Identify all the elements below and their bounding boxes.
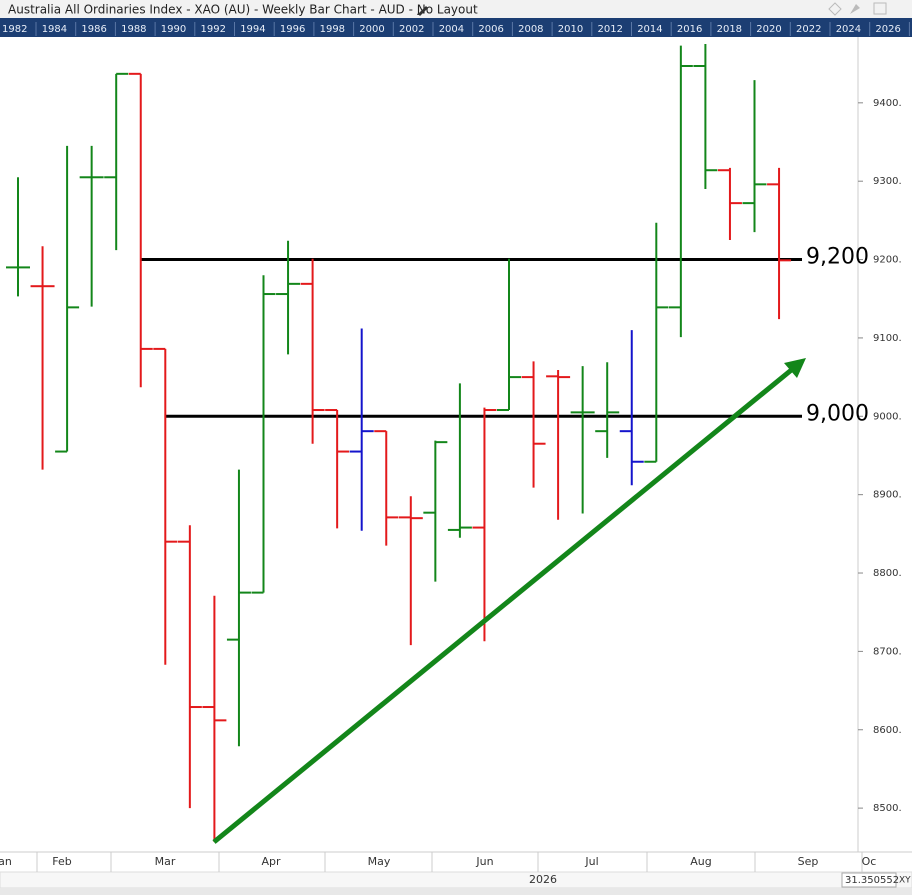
status-mode[interactable]: XY bbox=[899, 876, 911, 886]
y-tick-label: 8500. bbox=[873, 803, 902, 814]
x-tick-label: Sep bbox=[798, 855, 819, 868]
navigator-year: 2008 bbox=[518, 24, 543, 35]
navigator-year: 2018 bbox=[717, 24, 742, 35]
ohlc-bar bbox=[300, 258, 325, 444]
navigator-year: 1986 bbox=[81, 24, 106, 35]
ohlc-bar bbox=[153, 347, 178, 665]
navigator-years: 1982 1984 1986 1988 1990 1992 1994 1996 1998 2000… bbox=[2, 22, 910, 36]
ohlc-bar bbox=[423, 440, 448, 582]
status-value: 31.350552 bbox=[845, 875, 899, 886]
ohlc-bar bbox=[619, 330, 644, 486]
trend-arrow bbox=[212, 365, 797, 844]
x-tick-label: May bbox=[368, 855, 391, 868]
y-tick-label: 9000. bbox=[873, 411, 902, 422]
ohlc-bar bbox=[521, 361, 546, 488]
navigator[interactable] bbox=[0, 18, 912, 37]
navigator-year: 1996 bbox=[280, 24, 305, 35]
ohlc-bar bbox=[546, 370, 571, 520]
ohlc-bar bbox=[717, 167, 742, 240]
ohlc-bar bbox=[349, 328, 374, 531]
navigator-year: 2026 bbox=[875, 24, 900, 35]
ohlc-bar bbox=[668, 45, 693, 338]
ohlc-bar bbox=[177, 525, 202, 809]
ohlc-bar bbox=[398, 496, 423, 646]
level-label: 9,200 bbox=[806, 245, 869, 270]
x-tick-label: Jul bbox=[584, 855, 598, 868]
ohlc-bar bbox=[276, 240, 301, 355]
x-tick-label: Jun bbox=[475, 855, 493, 868]
y-tick-label: 9300. bbox=[873, 176, 902, 187]
scrollbar[interactable] bbox=[0, 888, 912, 895]
ohlc-bar bbox=[767, 167, 792, 320]
level-label: 9,000 bbox=[806, 401, 869, 426]
ohlc-bar bbox=[325, 409, 350, 529]
navigator-year: 1988 bbox=[121, 24, 146, 35]
ohlc-bar bbox=[79, 145, 104, 307]
navigator-year: 2004 bbox=[439, 24, 464, 35]
y-tick-label: 8700. bbox=[873, 646, 902, 657]
y-tick-label: 8900. bbox=[873, 490, 902, 501]
title-bar bbox=[0, 0, 912, 18]
edit-icon[interactable] bbox=[417, 6, 428, 16]
y-tick-label: 9200. bbox=[873, 255, 902, 266]
pin-icon[interactable] bbox=[850, 4, 860, 14]
trend-arrowhead bbox=[784, 358, 806, 378]
x-tick-label: an bbox=[0, 855, 12, 868]
ohlc-bar bbox=[595, 362, 620, 458]
window-icon[interactable] bbox=[873, 2, 887, 15]
navigator-year: 1990 bbox=[161, 24, 186, 35]
x-axis bbox=[0, 852, 912, 872]
ohlc-bar bbox=[447, 383, 472, 538]
y-tick-label: 8800. bbox=[873, 568, 902, 579]
year-label: 2026 bbox=[529, 873, 557, 886]
navigator-year: 1998 bbox=[320, 24, 345, 35]
y-tick-label: 9400. bbox=[873, 98, 902, 109]
chart-title: Australia All Ordinaries Index - XAO (AU… bbox=[8, 3, 478, 17]
ohlc-bar bbox=[30, 246, 55, 470]
ohlc-bar bbox=[202, 595, 227, 842]
x-tick-label: Aug bbox=[690, 855, 711, 868]
navigator-year: 1982 bbox=[2, 24, 27, 35]
navigator-year: 2006 bbox=[478, 24, 503, 35]
ohlc-bar bbox=[104, 72, 129, 251]
navigator-year: 2012 bbox=[598, 24, 623, 35]
ohlc-bar bbox=[55, 145, 80, 453]
y-tick-label: 8600. bbox=[873, 725, 902, 736]
x-tick-label: Oc bbox=[862, 855, 877, 868]
x-tick-label: Feb bbox=[52, 855, 71, 868]
ohlc-bar bbox=[570, 366, 595, 514]
diamond-icon[interactable] bbox=[828, 2, 842, 16]
x-tick-label: Mar bbox=[155, 855, 176, 868]
ohlc-bar bbox=[497, 258, 521, 412]
navigator-year: 2024 bbox=[836, 24, 861, 35]
ohlc-bar bbox=[251, 275, 276, 594]
navigator-year: 2010 bbox=[558, 24, 583, 35]
navigator-year: 2016 bbox=[677, 24, 702, 35]
y-tick-label: 9100. bbox=[873, 333, 902, 344]
ohlc-bar bbox=[6, 177, 30, 297]
navigator-year: 2022 bbox=[796, 24, 821, 35]
ohlc-bar bbox=[472, 407, 497, 642]
navigator-year: 2014 bbox=[637, 24, 662, 35]
ohlc-bar bbox=[374, 430, 399, 546]
ohlc-bar bbox=[226, 469, 251, 747]
navigator-year: 2002 bbox=[399, 24, 424, 35]
ohlc-bar bbox=[128, 72, 153, 388]
ohlc-bar bbox=[742, 80, 767, 233]
ohlc-bar bbox=[693, 44, 718, 190]
ohlc-bar bbox=[644, 222, 669, 463]
x-tick-label: Apr bbox=[261, 855, 281, 868]
navigator-year: 1992 bbox=[201, 24, 226, 35]
status-box bbox=[841, 872, 897, 888]
navigator-year: 1994 bbox=[240, 24, 265, 35]
year-row bbox=[0, 871, 912, 889]
plot-area bbox=[0, 37, 858, 852]
navigator-year: 2000 bbox=[359, 24, 384, 35]
navigator-year: 2020 bbox=[756, 24, 781, 35]
navigator-year: 1984 bbox=[42, 24, 67, 35]
